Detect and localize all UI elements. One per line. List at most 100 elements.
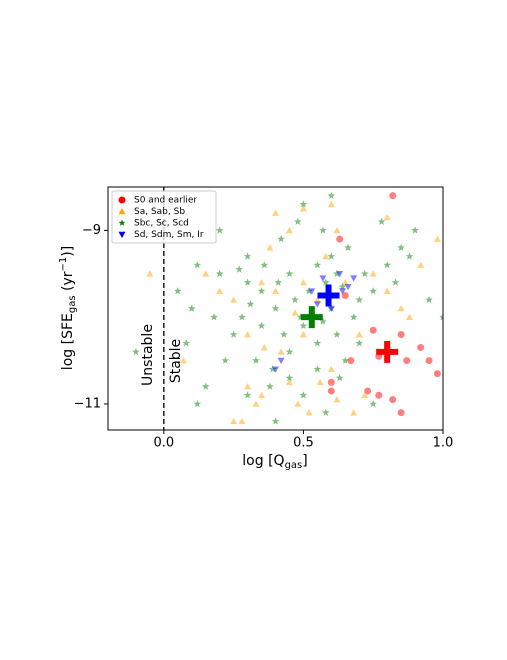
data-point <box>336 270 344 278</box>
data-point <box>397 305 405 312</box>
x-label-sub: gas <box>285 460 303 471</box>
data-point <box>299 331 307 338</box>
data-point <box>257 321 266 330</box>
data-point <box>333 330 341 338</box>
x-label-text: log [Q <box>242 453 284 469</box>
data-point <box>299 200 308 208</box>
data-point <box>243 278 252 286</box>
data-point <box>339 288 346 295</box>
legend-marker <box>118 231 126 238</box>
data-point <box>193 261 202 269</box>
y-label-sup: −1 <box>58 257 69 272</box>
data-point <box>327 378 335 386</box>
data-point <box>433 370 441 378</box>
data-point <box>327 365 335 373</box>
data-point <box>369 326 377 334</box>
data-point <box>333 269 341 277</box>
data-point <box>355 331 363 338</box>
data-point <box>397 409 405 417</box>
data-point <box>313 339 322 347</box>
data-point <box>369 400 377 408</box>
x-label-text: ] <box>302 453 307 469</box>
y-axis-label: log [SFEgas (yr−1)] <box>58 246 78 370</box>
legend-box <box>111 190 217 244</box>
data-point <box>266 382 274 390</box>
data-point <box>313 301 321 308</box>
data-point <box>243 391 252 399</box>
data-point <box>341 291 349 299</box>
y-tick-label: −11 <box>74 396 101 411</box>
data-point <box>258 391 266 399</box>
data-point <box>405 252 414 260</box>
data-point <box>252 356 260 364</box>
x-tick-label: 0.0 <box>153 436 174 451</box>
x-tick-label: 1.0 <box>433 436 454 451</box>
data-point <box>271 304 280 312</box>
data-point <box>313 296 321 303</box>
data-point <box>338 282 347 290</box>
data-point <box>336 235 344 243</box>
data-point <box>313 261 322 269</box>
data-point <box>277 348 285 355</box>
data-point <box>277 357 285 365</box>
legend-label: Sbc, Sc, Scd <box>134 219 189 229</box>
data-point <box>327 387 335 395</box>
data-point <box>321 278 330 286</box>
data-point <box>319 226 327 234</box>
data-point <box>285 347 294 356</box>
data-point <box>285 269 294 277</box>
data-point <box>333 226 341 234</box>
data-point <box>299 391 308 399</box>
data-point <box>361 391 369 399</box>
data-point <box>271 417 280 425</box>
y-tick-label: −9 <box>82 223 101 238</box>
data-point <box>355 339 364 347</box>
data-point <box>417 344 425 352</box>
data-point <box>355 295 364 304</box>
data-point <box>439 313 443 321</box>
data-point <box>383 213 391 221</box>
data-point <box>187 304 196 312</box>
y-label-text: )] <box>60 246 76 257</box>
data-point <box>319 275 327 282</box>
data-point <box>179 357 187 364</box>
data-point <box>403 357 411 365</box>
y-label-text: log [SFE <box>60 313 76 370</box>
data-point <box>246 300 255 308</box>
data-point <box>132 347 140 356</box>
data-point <box>316 378 324 386</box>
data-point <box>285 226 293 234</box>
data-point <box>327 305 335 312</box>
legend-marker <box>118 208 126 215</box>
data-point <box>344 243 352 251</box>
data-point <box>350 409 358 416</box>
data-point <box>425 357 433 365</box>
data-point <box>230 296 238 303</box>
data-point <box>244 331 252 338</box>
data-point <box>333 396 341 403</box>
data-point <box>389 396 397 404</box>
data-point <box>285 373 294 382</box>
legend-marker <box>118 219 126 226</box>
data-point <box>433 235 441 242</box>
data-point <box>230 417 238 425</box>
data-point <box>193 400 202 408</box>
data-point <box>335 373 344 382</box>
data-point <box>305 409 313 416</box>
data-point <box>294 400 302 407</box>
data-point <box>257 287 266 295</box>
data-point <box>266 244 274 251</box>
data-point <box>305 287 313 295</box>
data-point <box>174 287 182 295</box>
data-point <box>268 365 277 373</box>
data-point <box>215 269 224 277</box>
data-point <box>182 339 190 347</box>
data-point <box>280 330 288 338</box>
data-point <box>327 200 335 208</box>
data-point <box>210 313 218 321</box>
data-point <box>319 317 327 325</box>
data-point <box>277 235 285 243</box>
data-point <box>216 287 224 294</box>
data-point <box>383 261 391 269</box>
x-tick-label: 0.5 <box>293 436 314 451</box>
